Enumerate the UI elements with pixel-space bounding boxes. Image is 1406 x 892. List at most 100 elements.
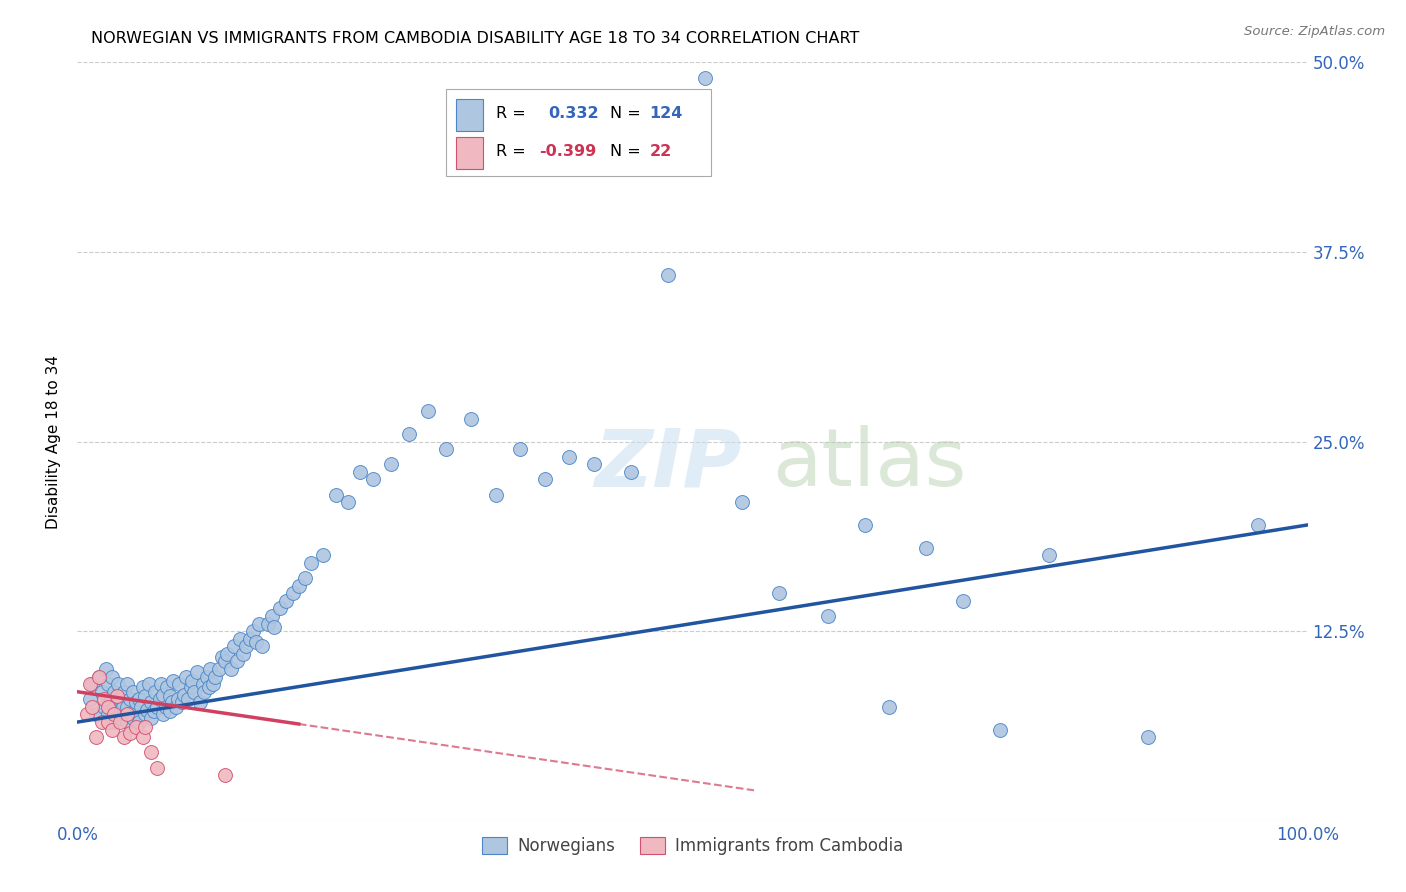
- Point: [97, 677, 120, 691]
- Point: [84, 730, 107, 744]
- Point: [110, 692, 132, 706]
- Point: [263, 619, 285, 633]
- Point: [657, 268, 679, 282]
- Point: [152, 707, 174, 722]
- Point: [211, 649, 233, 664]
- Text: -0.399: -0.399: [538, 144, 596, 159]
- Point: [217, 647, 239, 661]
- Point: [97, 699, 120, 714]
- Point: [103, 715, 125, 730]
- Text: N =: N =: [610, 105, 641, 120]
- Point: [93, 699, 115, 714]
- Point: [165, 699, 187, 714]
- Point: [76, 707, 98, 722]
- Point: [1247, 517, 1270, 532]
- Point: [160, 695, 183, 709]
- Point: [222, 639, 245, 653]
- Point: [110, 710, 132, 724]
- Point: [124, 705, 146, 719]
- Point: [97, 707, 120, 722]
- Point: [232, 647, 254, 661]
- Point: [101, 723, 124, 737]
- Point: [134, 707, 156, 722]
- Point: [142, 705, 165, 719]
- Point: [156, 680, 179, 694]
- Point: [121, 685, 143, 699]
- Point: [159, 705, 181, 719]
- Point: [128, 715, 150, 730]
- Point: [169, 677, 191, 691]
- Point: [294, 571, 316, 585]
- Point: [620, 465, 643, 479]
- Point: [141, 746, 163, 760]
- Point: [191, 677, 214, 691]
- Point: [186, 665, 208, 679]
- Point: [1136, 730, 1159, 744]
- Point: [129, 699, 153, 714]
- Point: [167, 692, 190, 706]
- Point: [768, 586, 790, 600]
- Point: [485, 487, 508, 501]
- Point: [128, 692, 150, 706]
- Bar: [457, 99, 484, 130]
- Point: [105, 707, 128, 722]
- Point: [82, 699, 104, 714]
- Point: [731, 495, 754, 509]
- Point: [112, 685, 135, 699]
- Point: [235, 639, 257, 653]
- Point: [312, 548, 335, 563]
- Text: 124: 124: [650, 105, 683, 120]
- Point: [155, 699, 177, 714]
- Point: [131, 680, 153, 694]
- Point: [134, 690, 156, 704]
- Point: [150, 677, 173, 691]
- Point: [276, 594, 298, 608]
- Point: [416, 404, 439, 418]
- Point: [152, 688, 174, 702]
- Point: [146, 760, 169, 774]
- Point: [915, 541, 938, 555]
- Point: [89, 669, 111, 683]
- Point: [115, 677, 138, 691]
- Point: [693, 70, 716, 85]
- Point: [460, 412, 482, 426]
- Point: [90, 715, 114, 730]
- Point: [138, 677, 160, 691]
- Point: [228, 632, 252, 646]
- Point: [583, 458, 606, 472]
- Point: [180, 674, 202, 689]
- Point: [162, 674, 184, 689]
- Text: N =: N =: [610, 144, 641, 159]
- Point: [174, 669, 197, 683]
- Text: NORWEGIAN VS IMMIGRANTS FROM CAMBODIA DISABILITY AGE 18 TO 34 CORRELATION CHART: NORWEGIAN VS IMMIGRANTS FROM CAMBODIA DI…: [91, 31, 859, 46]
- Point: [103, 685, 125, 699]
- Point: [952, 594, 974, 608]
- Point: [146, 699, 169, 714]
- Point: [103, 699, 125, 714]
- Point: [325, 487, 347, 501]
- Text: R =: R =: [496, 144, 526, 159]
- Legend: Norwegians, Immigrants from Cambodia: Norwegians, Immigrants from Cambodia: [475, 830, 910, 862]
- Point: [260, 608, 283, 623]
- Text: Source: ZipAtlas.com: Source: ZipAtlas.com: [1244, 25, 1385, 38]
- Point: [245, 634, 267, 648]
- Point: [183, 685, 205, 699]
- Text: 0.332: 0.332: [548, 105, 599, 120]
- Point: [534, 473, 557, 487]
- Point: [398, 427, 420, 442]
- Point: [105, 690, 128, 704]
- Point: [269, 601, 291, 615]
- Point: [180, 680, 202, 694]
- Point: [115, 715, 138, 730]
- Point: [120, 725, 142, 739]
- Point: [817, 608, 839, 623]
- Point: [131, 730, 153, 744]
- Point: [118, 707, 141, 722]
- Point: [337, 495, 360, 509]
- Point: [173, 688, 195, 702]
- Point: [103, 707, 125, 722]
- Point: [121, 710, 143, 724]
- Point: [89, 669, 111, 683]
- Point: [115, 699, 138, 714]
- Bar: [457, 136, 484, 169]
